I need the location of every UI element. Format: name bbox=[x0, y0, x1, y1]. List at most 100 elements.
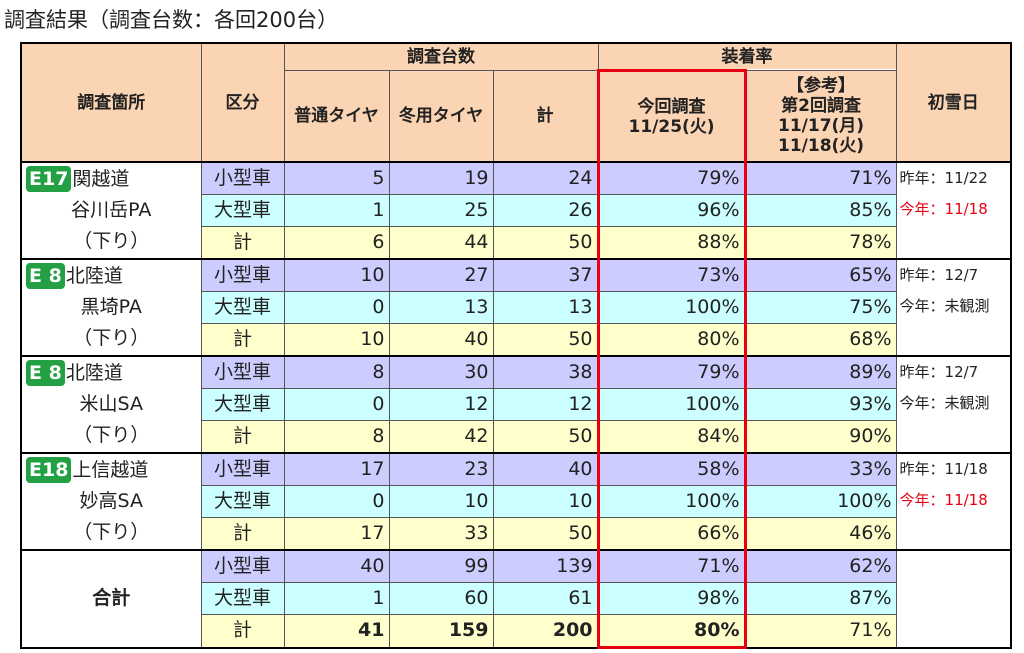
snow-date: 昨年：12/7 bbox=[899, 266, 979, 284]
place-name: 米山SA bbox=[79, 393, 143, 415]
location-line: E 8 北陸道 bbox=[26, 358, 197, 389]
value-cell: 42 bbox=[388, 420, 494, 454]
header-line: 11/17(月) bbox=[778, 116, 865, 136]
category-cell: 小型車 bbox=[200, 355, 285, 389]
table-row: E 8 北陸道 黒埼PA （下り） 小型車 10 27 37 73% 65% 昨年：12/7 今年：未… bbox=[20, 258, 1012, 357]
snow-cell: 昨年：12/7 今年：未観測 bbox=[895, 355, 1012, 454]
road-name: 北陸道 bbox=[65, 265, 123, 287]
title: 調査結果（調査台数：各回200台） bbox=[4, 8, 339, 32]
value-cell: 10 bbox=[388, 485, 494, 518]
direction: （下り） bbox=[73, 230, 150, 252]
value-cell: 37 bbox=[492, 258, 599, 292]
value-cell: 30 bbox=[388, 355, 494, 389]
snow-date: 昨年：11/22 bbox=[899, 169, 988, 187]
snow-date: 昨年：11/18 bbox=[899, 460, 988, 478]
snow-date: 今年：未観測 bbox=[899, 297, 990, 315]
location-cell: E 8 北陸道 黒埼PA （下り） bbox=[20, 258, 202, 357]
value-cell: 80% bbox=[596, 614, 747, 649]
value-cell: 0 bbox=[283, 388, 390, 421]
direction: （下り） bbox=[73, 327, 150, 349]
header-winter: 冬用タイヤ bbox=[388, 70, 494, 163]
category-cell: 小型車 bbox=[200, 161, 285, 195]
table-row: 大型車 0 12 12 100% 93% bbox=[21, 388, 1011, 421]
category-cell: 計 bbox=[200, 614, 285, 648]
table-row: 大型車 1 25 26 96% 85% bbox=[21, 194, 1011, 227]
value-cell: 71% bbox=[744, 161, 897, 195]
place-name: 妙高SA bbox=[79, 490, 143, 512]
table-row: 大型車 0 10 10 100% 100% bbox=[21, 485, 1011, 518]
value-cell: 44 bbox=[388, 226, 494, 260]
value-cell: 50 bbox=[492, 323, 599, 357]
value-cell: 73% bbox=[596, 258, 747, 292]
value-cell: 200 bbox=[492, 614, 599, 648]
value-cell: 25 bbox=[388, 194, 494, 227]
header-line: 11/25(火) bbox=[628, 116, 715, 137]
table-row: E 8 北陸道 米山SA （下り） 小型車 8 30 38 79% 89% 昨年：12/7 今年：未観… bbox=[20, 355, 1012, 454]
road-badge: E 8 bbox=[26, 263, 65, 289]
table-row: 大型車 1 60 61 98% 87% bbox=[21, 582, 1011, 615]
category-cell: 計 bbox=[200, 323, 285, 357]
value-cell: 88% bbox=[596, 226, 747, 260]
table-row: 大型車 0 13 13 100% 75% bbox=[21, 291, 1011, 324]
value-cell: 40 bbox=[283, 549, 390, 583]
direction: （下り） bbox=[73, 424, 150, 446]
header-rate: 装着率 bbox=[597, 42, 897, 71]
value-cell: 65% bbox=[744, 258, 897, 292]
road-badge: E17 bbox=[26, 166, 72, 192]
value-cell: 98% bbox=[596, 582, 747, 615]
value-cell: 10 bbox=[492, 485, 599, 518]
value-cell: 24 bbox=[492, 161, 599, 195]
value-cell: 12 bbox=[388, 388, 494, 421]
value-cell: 100% bbox=[596, 388, 747, 421]
table-row: 合計 小型車 40 99 139 71% 62% bbox=[20, 549, 1012, 648]
category-cell: 計 bbox=[200, 420, 285, 454]
snow-date: 今年：11/18 bbox=[899, 491, 988, 509]
value-cell: 75% bbox=[744, 291, 897, 324]
header-line: 第2回調査 bbox=[781, 96, 861, 116]
value-cell: 1 bbox=[283, 194, 390, 227]
value-cell: 61 bbox=[492, 582, 599, 615]
value-cell: 5 bbox=[283, 161, 390, 195]
value-cell: 27 bbox=[388, 258, 494, 292]
snow-cell: 昨年：11/18 今年：11/18 bbox=[895, 452, 1012, 551]
value-cell: 17 bbox=[283, 452, 390, 486]
value-cell: 6 bbox=[283, 226, 390, 260]
location-cell: E 8 北陸道米山SA （下り） bbox=[20, 355, 202, 454]
value-cell: 41 bbox=[283, 614, 390, 648]
value-cell: 62% bbox=[744, 549, 897, 583]
table-row: E17 関越道 谷川岳PA （下り） 小型車 5 19 24 79% 71% 昨年：11/22 今年：… bbox=[20, 161, 1012, 260]
value-cell: 23 bbox=[388, 452, 494, 486]
value-cell: 33 bbox=[388, 517, 494, 551]
header-reference: 【参考】 第2回調査 11/17(月) 11/18(火) bbox=[744, 70, 897, 163]
table-row: 計 6 44 50 88% 78% bbox=[21, 226, 1011, 260]
location-line: E17 関越道 bbox=[26, 164, 197, 195]
result-table: 調査箇所 区分 調査台数 装着率 初雪日 普通タイヤ 冬用タイヤ 計 今回調査 … bbox=[20, 42, 1013, 649]
value-cell: 84% bbox=[596, 420, 747, 454]
location-cell: 合計 bbox=[20, 549, 202, 648]
header-count: 調査台数 bbox=[283, 42, 599, 71]
value-cell: 17 bbox=[283, 517, 390, 551]
value-cell: 79% bbox=[596, 355, 747, 389]
value-cell: 100% bbox=[596, 485, 747, 518]
value-cell: 68% bbox=[744, 323, 897, 357]
header-category: 区分 bbox=[200, 42, 285, 163]
header-line: 今回調査 bbox=[637, 96, 706, 117]
header-location: 調査箇所 bbox=[20, 42, 202, 163]
table-body: E17 関越道 谷川岳PA （下り） 小型車 5 19 24 79% 71% 昨年：11/22 今年：… bbox=[20, 161, 1012, 649]
road-badge: E 8 bbox=[26, 360, 65, 386]
header-total: 計 bbox=[492, 70, 599, 163]
place-name: 合計 bbox=[92, 587, 131, 610]
category-cell: 小型車 bbox=[200, 549, 285, 583]
value-cell: 13 bbox=[492, 291, 599, 324]
category-cell: 大型車 bbox=[200, 582, 285, 615]
value-cell: 33% bbox=[744, 452, 897, 486]
header-snow: 初雪日 bbox=[895, 42, 1012, 163]
value-cell: 100% bbox=[744, 485, 897, 518]
value-cell: 89% bbox=[744, 355, 897, 389]
road-name: 上信越道 bbox=[72, 459, 149, 481]
category-cell: 小型車 bbox=[200, 258, 285, 292]
value-cell: 87% bbox=[744, 582, 897, 615]
value-cell: 46% bbox=[744, 517, 897, 551]
snow-date: 昨年：12/7 bbox=[899, 363, 979, 381]
